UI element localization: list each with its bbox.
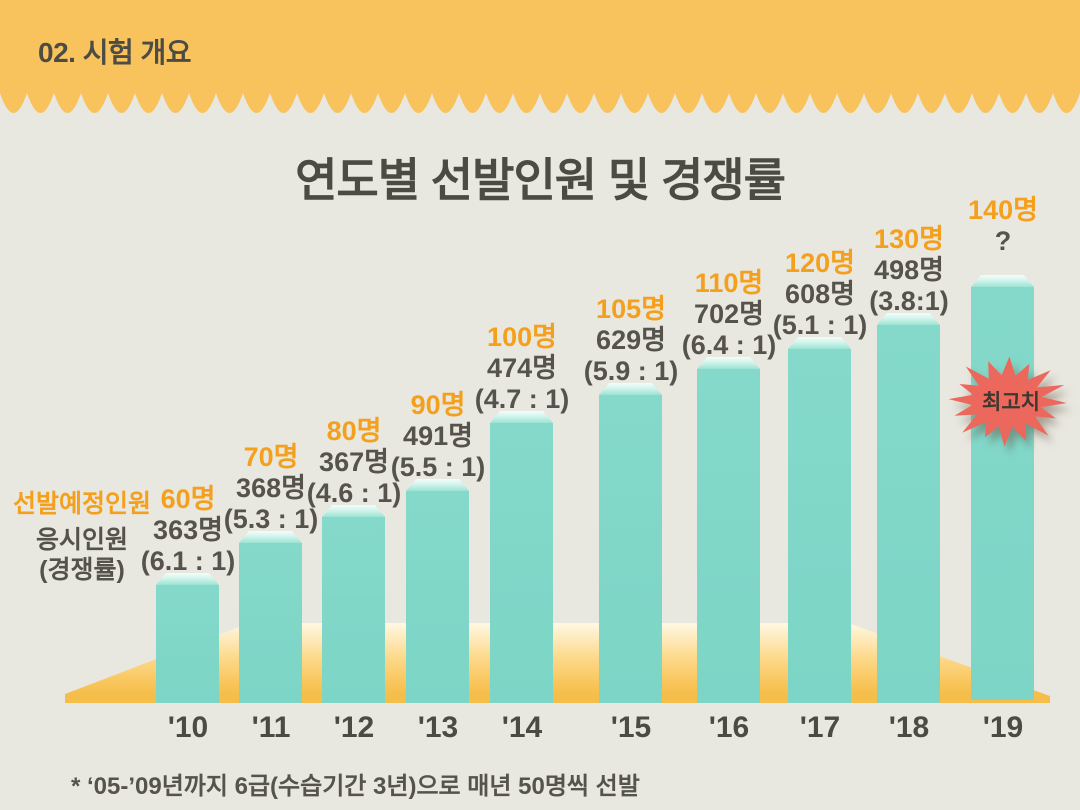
planned-count-label: 130명	[874, 224, 944, 254]
year-tick-label: '17	[799, 711, 841, 744]
bar-label-stack: 90명 491명 (5.5 : 1)	[348, 390, 528, 483]
ratio-label: (5.3 : 1)	[223, 504, 319, 534]
bar-top-bevel	[971, 275, 1034, 287]
applicants-count-label: 498명	[874, 255, 944, 285]
planned-count-label: 110명	[694, 268, 764, 298]
bar-top-bevel	[406, 479, 469, 491]
peak-badge-label: 최고치	[982, 391, 1040, 414]
year-tick-label: '11	[251, 711, 291, 744]
bar-top-bevel	[788, 337, 851, 349]
applicants-count-label: 491명	[403, 421, 473, 451]
header-band: 02. 시험 개요	[0, 0, 1080, 93]
year-tick-label: '16	[708, 711, 750, 744]
bar-14	[490, 411, 553, 703]
bar-label-stack: 110명 702명 (6.4 : 1)	[639, 268, 819, 361]
bar-18	[877, 313, 940, 703]
ratio-label: (5.9 : 1)	[583, 356, 679, 386]
year-tick-label: '12	[333, 711, 375, 744]
applicants-count-label: 363명	[153, 515, 223, 545]
applicants-count-label: ?	[994, 226, 1012, 256]
applicants-count-label: 608명	[785, 279, 855, 309]
legend-ratio-label: (경쟁률)	[39, 556, 125, 584]
bar-13	[406, 479, 469, 703]
ratio-label: (5.1 : 1)	[772, 310, 868, 340]
chart-title: 연도별 선발인원 및 경쟁률	[295, 154, 786, 206]
ratio-label: (3.8:1)	[869, 286, 949, 316]
year-tick-label: '10	[167, 711, 209, 744]
applicants-count-label: 702명	[694, 299, 764, 329]
bar-top-bevel	[877, 313, 940, 325]
year-tick-label: '19	[982, 711, 1024, 744]
bar-16	[697, 357, 760, 703]
planned-count-label: 80명	[326, 416, 382, 446]
ratio-label: (4.7 : 1)	[474, 384, 570, 414]
bar-top-bevel	[697, 357, 760, 369]
bar-body	[406, 491, 469, 703]
planned-count-label: 90명	[410, 390, 466, 420]
year-tick-label: '18	[888, 711, 930, 744]
bar-label-stack: 105명 629명 (5.9 : 1)	[541, 294, 721, 387]
legend-planned-label: 선발예정인원	[12, 490, 151, 518]
bar-body	[697, 369, 760, 703]
bar-17	[788, 337, 851, 703]
header-scalloped-edge	[0, 93, 1080, 113]
bar-body	[322, 517, 385, 703]
starburst-shape	[948, 356, 1067, 447]
planned-count-label: 60명	[160, 484, 216, 514]
applicants-count-label: 629명	[596, 325, 666, 355]
bar-body	[599, 395, 662, 703]
applicants-count-label: 367명	[319, 447, 389, 477]
bar-label-stack: 60명 363명 (6.1 : 1)	[98, 484, 278, 577]
bar-body	[971, 287, 1034, 700]
bar-label-stack: 130명 498명 (3.8:1)	[819, 224, 999, 317]
bar-label-stack: 70명 368명 (5.3 : 1)	[181, 442, 361, 535]
year-tick-label: '15	[610, 711, 652, 744]
planned-count-label: 120명	[785, 248, 855, 278]
bar-body	[877, 325, 940, 703]
planned-count-label: 140명	[968, 195, 1038, 225]
bar-body	[788, 349, 851, 703]
peak-starburst: 최고치	[944, 351, 1070, 451]
bar-19	[971, 275, 1034, 700]
header-title: 02. 시험 개요	[38, 37, 192, 68]
year-tick-label: '13	[417, 711, 459, 744]
applicants-count-label: 474명	[487, 353, 557, 383]
bar-15	[599, 383, 662, 703]
chart-legend: 선발예정인원 응시인원 (경쟁률)	[0, 489, 164, 585]
bar-label-stack: 100명 474명 (4.7 : 1)	[432, 322, 612, 415]
bar-top-bevel	[156, 573, 219, 585]
bar-body	[239, 543, 302, 703]
year-tick-label: '14	[501, 711, 543, 744]
legend-applicants-label: 응시인원	[35, 526, 128, 554]
ratio-label: (6.4 : 1)	[681, 330, 777, 360]
ratio-label: (4.6 : 1)	[306, 478, 402, 508]
ratio-label: (6.1 : 1)	[140, 546, 236, 576]
applicants-count-label: 368명	[236, 473, 306, 503]
bar-body	[490, 423, 553, 703]
bar-top-bevel	[239, 531, 302, 543]
planned-count-label: 70명	[243, 442, 299, 472]
bar-12	[322, 505, 385, 703]
bar-11	[239, 531, 302, 703]
bar-10	[156, 573, 219, 703]
bar-top-bevel	[490, 411, 553, 423]
bar-top-bevel	[599, 383, 662, 395]
ratio-label: (5.5 : 1)	[390, 452, 486, 482]
bar-label-stack: 80명 367명 (4.6 : 1)	[264, 416, 444, 509]
bar-label-stack: 140명?	[913, 195, 1080, 257]
bar-top-bevel	[322, 505, 385, 517]
footnote: * ‘05-’09년까지 6급(수습기간 3년)으로 매년 50명씩 선발	[71, 773, 640, 800]
planned-count-label: 105명	[596, 294, 666, 324]
bar-label-stack: 120명 608명 (5.1 : 1)	[730, 248, 910, 341]
planned-count-label: 100명	[487, 322, 557, 352]
bar-body	[156, 585, 219, 703]
